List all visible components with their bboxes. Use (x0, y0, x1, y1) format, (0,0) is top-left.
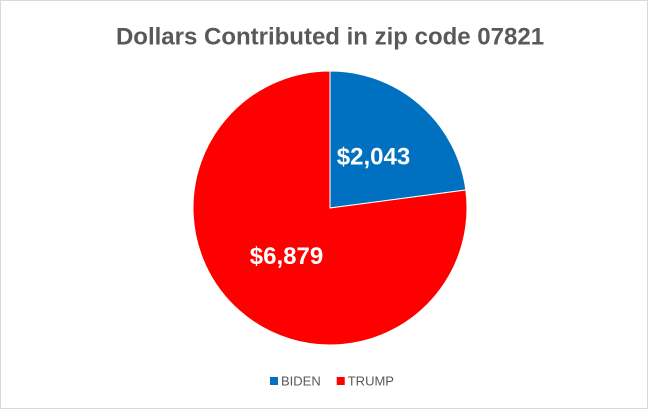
data-label: $6,879 (250, 243, 323, 270)
pie-slice (192, 70, 468, 346)
legend-swatch (270, 377, 278, 385)
legend-swatch (336, 377, 345, 385)
legend-label: TRUMP (348, 373, 394, 388)
pie-slice (329, 70, 467, 209)
chart-title: Dollars Contributed in zip code 07821 (116, 23, 544, 50)
legend-label: BIDEN (281, 373, 321, 388)
data-label: $2,043 (337, 144, 410, 171)
